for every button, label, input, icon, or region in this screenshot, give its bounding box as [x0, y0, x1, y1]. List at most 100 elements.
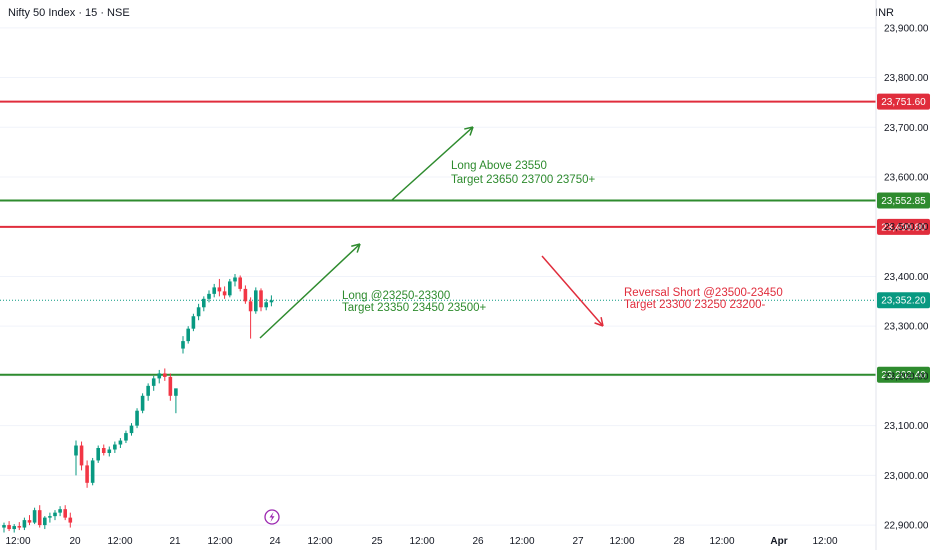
long-range-arrow-head: [356, 243, 361, 253]
currency-label: INR: [875, 7, 894, 19]
markers[interactable]: [264, 509, 280, 525]
candle-body: [157, 373, 162, 379]
x-tick-label: 12:00: [207, 536, 232, 547]
candle-body: [207, 293, 211, 299]
x-tick-label: 12:00: [107, 536, 132, 547]
candle-body: [259, 290, 263, 308]
last-price-label: 23,352.20: [881, 296, 926, 307]
annotation-text: Long @23250-23300: [342, 290, 450, 302]
candle-body: [163, 373, 167, 377]
candle-body: [43, 517, 47, 526]
candle-body: [243, 288, 248, 302]
candle-body: [17, 526, 22, 528]
candle-body: [79, 445, 84, 466]
candle-body: [85, 465, 89, 483]
reversal-short-arrow-head: [600, 317, 604, 327]
level-badge: [877, 366, 930, 383]
candle-body: [74, 445, 78, 456]
x-tick-label: 12:00: [5, 536, 30, 547]
candle-body: [269, 300, 274, 303]
level-badge-label: 23,751.60: [881, 97, 926, 108]
candle-body: [68, 517, 73, 523]
candle-body: [7, 525, 11, 530]
y-tick-label: 23,700.00: [884, 123, 929, 134]
candle-body: [248, 301, 253, 312]
candle-body: [124, 433, 128, 441]
candle-body: [12, 526, 16, 530]
level-badge-label: 23,499.80: [881, 222, 926, 233]
candle-body: [107, 449, 112, 453]
x-tick-label: 12:00: [307, 536, 332, 547]
x-tick-label: 12:00: [609, 536, 634, 547]
long-above-arrow-head: [464, 126, 474, 130]
level-badge-label: 23,552.85: [881, 196, 926, 207]
candle-body: [254, 290, 258, 312]
candle-body: [222, 291, 227, 296]
candle-body: [53, 512, 57, 517]
candle-body: [196, 307, 201, 317]
candle-body: [48, 516, 52, 518]
y-tick-label: 23,300.00: [884, 322, 929, 333]
candle-body: [264, 302, 268, 308]
horizontal-levels[interactable]: 23,751.60 23,552.85 23,499.80 23,202.40 23,3…: [0, 93, 930, 383]
x-tick-label: Apr: [770, 536, 787, 547]
annotation-text: Target 23650 23700 23750+: [451, 174, 595, 186]
long-above-arrow-head: [469, 126, 474, 136]
x-tick-label: 24: [269, 536, 281, 547]
x-tick-label: 27: [572, 536, 584, 547]
y-tick-label: 23,800.00: [884, 73, 929, 84]
level-badge-label: 23,202.40: [881, 370, 926, 381]
candle-body: [22, 520, 27, 528]
candle-body: [118, 440, 123, 445]
candle-body: [174, 388, 178, 396]
y-tick-label: 23,600.00: [884, 173, 929, 184]
candle-body: [191, 316, 196, 329]
candle-body: [186, 328, 190, 342]
reversal-short-arrow: [541, 255, 604, 327]
candle-body: [217, 287, 222, 292]
candle-body: [151, 378, 156, 386]
candle-body: [228, 281, 232, 296]
candle-body: [101, 448, 106, 453]
candle-body: [27, 520, 32, 523]
x-tick-label: 26: [472, 536, 484, 547]
candles: [2, 273, 274, 533]
y-axis[interactable]: 22,900.00 23,000.00 23,100.00 23,200.00 23,3…: [875, 0, 929, 550]
y-tick-label: 23,400.00: [884, 272, 929, 283]
x-tick-label: 20: [69, 536, 81, 547]
trend-arrows[interactable]: [259, 126, 604, 339]
long-range-arrow-head: [351, 243, 361, 247]
y-tick-label: 23,900.00: [884, 23, 929, 34]
candle-body: [90, 460, 95, 483]
x-tick-label: 21: [169, 536, 181, 547]
last-price-badge: [877, 292, 930, 309]
x-tick-label: 12:00: [409, 536, 434, 547]
x-axis[interactable]: 12:00 20 12:00 21 12:00 24 12:00 25 12:00 26 12:00…: [5, 536, 837, 547]
candle-body: [233, 277, 237, 282]
long-above-arrow: [391, 126, 474, 201]
x-tick-label: 12:00: [509, 536, 534, 547]
annotation-text: Target 23350 23450 23500+: [342, 302, 486, 314]
y-tick-label: 23,200.00: [884, 371, 929, 382]
x-tick-label: 28: [673, 536, 685, 547]
candle-body: [37, 510, 42, 526]
candle-body: [58, 509, 62, 513]
annotation-text: Long Above 23550: [451, 160, 547, 172]
long-range-arrow: [259, 243, 361, 339]
candle-body: [63, 509, 67, 518]
candle-body: [2, 525, 6, 528]
level-badge: [877, 218, 930, 235]
candle-body: [129, 425, 134, 434]
candle-body: [96, 448, 100, 461]
chart-title: Nifty 50 Index · 15 · NSE: [8, 7, 130, 19]
annotations[interactable]: Long Above 23550 Target 23650 23700 23750…: [342, 160, 783, 314]
annotation-text: Reversal Short @23500-23450: [624, 287, 783, 299]
level-badge: [877, 93, 930, 110]
candle-body: [32, 510, 37, 523]
y-tick-label: 23,500.00: [884, 222, 929, 233]
y-tick-label: 23,000.00: [884, 471, 929, 482]
candle-body: [238, 277, 242, 289]
candle-body: [146, 385, 150, 396]
x-tick-label: 12:00: [812, 536, 837, 547]
